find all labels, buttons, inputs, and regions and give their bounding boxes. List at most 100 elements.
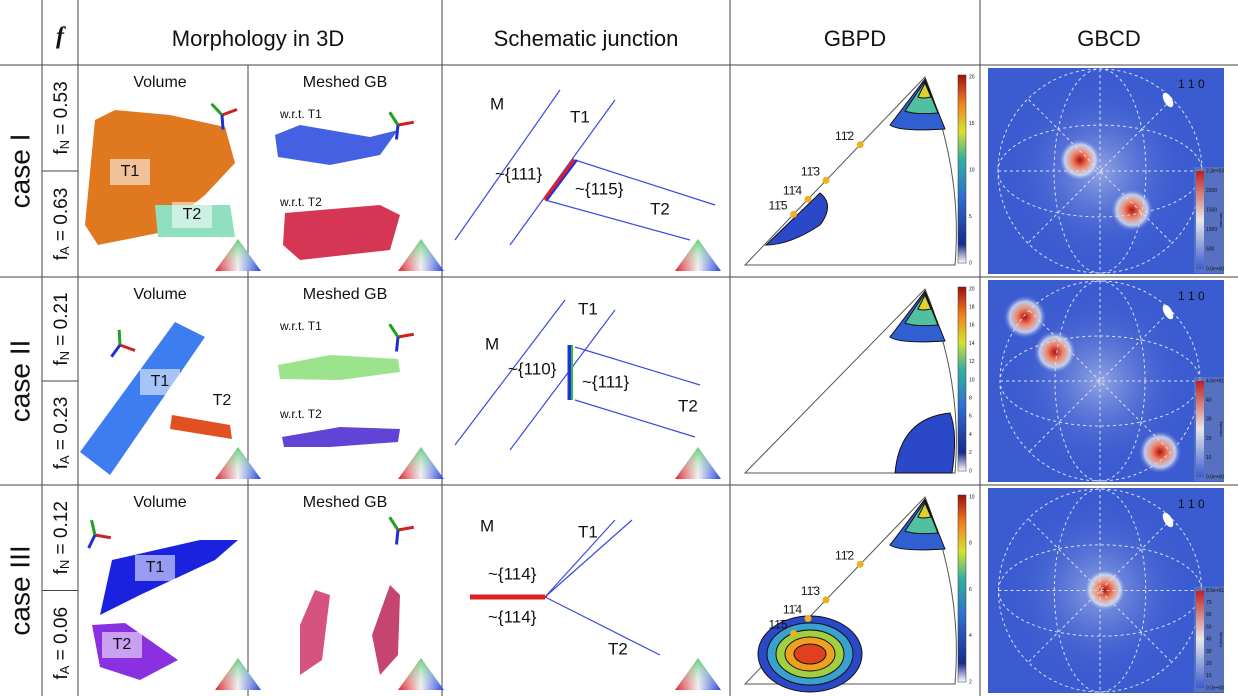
subscript: A (57, 246, 72, 255)
grain (170, 415, 232, 439)
axis (390, 516, 398, 531)
hotspot (1058, 138, 1102, 182)
mesh-grain-boundary (372, 585, 400, 675)
pole-marker (857, 141, 864, 148)
color-key (398, 447, 444, 479)
pole-marker (805, 196, 812, 203)
colorbar-tick: 0.0e+00 (1206, 685, 1224, 691)
fraction-label: fA = 0.06 (51, 607, 72, 680)
mesh-label: w.r.t. T1 (279, 107, 322, 121)
junction (547, 160, 577, 200)
colorbar-tick: 0.0e+00 (1206, 474, 1224, 480)
colorbar-axis-label: Intensity (1218, 632, 1223, 647)
hotspot (1110, 188, 1154, 232)
panel-title: Volume (133, 494, 186, 511)
junction (545, 160, 575, 200)
subscript: N (57, 351, 72, 360)
axis (212, 102, 222, 117)
pole-label: 11̄4 (783, 183, 802, 197)
pole-marker (790, 630, 797, 637)
misorientation-label: 1 1 0 (1178, 289, 1205, 303)
column-header: GBPD (824, 26, 886, 51)
panel-title: Volume (133, 286, 186, 303)
grain-label: T2 (183, 206, 202, 223)
case-label: case II (4, 340, 35, 422)
axis (398, 527, 414, 530)
colorbar (958, 495, 966, 682)
grain-label: T1 (151, 373, 170, 390)
misorientation-label: 1 1 0 (1178, 77, 1205, 91)
axis (390, 111, 398, 126)
subscript: N (57, 560, 72, 569)
axis (114, 330, 124, 345)
grain-label: T2 (113, 636, 132, 653)
colorbar (958, 75, 966, 263)
colorbar-tick: 40 (1206, 637, 1212, 643)
fraction-label: fA = 0.23 (51, 397, 72, 470)
grain (80, 322, 205, 475)
colorbar-axis-label: Intensity (1218, 213, 1223, 228)
colorbar-tick: 18 (969, 305, 975, 311)
colorbar-tick: 70 (1206, 600, 1212, 606)
mesh-grain-boundary (283, 205, 400, 260)
schematic-label: T1 (570, 107, 590, 126)
axis (390, 323, 398, 338)
color-key (675, 447, 721, 479)
axis (222, 110, 237, 115)
fraction-label: fN = 0.12 (51, 501, 72, 574)
pole-label: 11̄4 (783, 603, 802, 617)
colorbar-tick: 6 (969, 414, 972, 420)
colorbar-tick: 4.6e+01 (1206, 378, 1224, 384)
pole-marker (823, 177, 830, 184)
case-label: case III (4, 545, 35, 635)
subscript: N (57, 140, 72, 149)
colorbar-tick: 10 (969, 167, 975, 173)
panel-title: Meshed GB (303, 494, 387, 511)
colorbar-tick: 4 (969, 633, 972, 639)
pole-label: 11̄5 (768, 198, 787, 212)
column-header: Schematic junction (494, 26, 679, 51)
pole-marker (823, 596, 830, 603)
value: = 0.23 (51, 397, 72, 456)
colorbar-tick: 6 (969, 587, 972, 593)
mesh-label: w.r.t. T1 (279, 319, 322, 333)
axis (398, 334, 414, 337)
schematic-label: ~{111} (582, 372, 629, 391)
colorbar-tick: 2000 (1206, 188, 1217, 194)
misorientation-label: 1 1 0 (1178, 497, 1205, 511)
axis (89, 534, 95, 548)
colorbar (1196, 381, 1204, 477)
mesh-grain-boundary (282, 427, 400, 447)
colorbar-tick: 14 (969, 341, 975, 347)
colorbar-tick: 0 (969, 260, 972, 266)
schematic-label: T1 (578, 522, 598, 541)
pole-marker (857, 561, 864, 568)
value: = 0.53 (51, 81, 72, 140)
schematic-label: M (490, 94, 504, 113)
colorbar-axis-label: Intensity (1218, 422, 1223, 437)
hotspot (1033, 330, 1077, 374)
axes-triad (390, 513, 417, 544)
colorbar-tick: 12 (969, 359, 975, 365)
pole-label: 11̄3 (801, 584, 820, 598)
color-key (215, 447, 261, 479)
hotspot (1003, 295, 1047, 339)
value: = 0.21 (51, 292, 72, 351)
subscript: A (57, 665, 72, 674)
panel-title: Meshed GB (303, 74, 387, 91)
column-header: Morphology in 3D (172, 26, 344, 51)
grain-label: T1 (146, 559, 165, 576)
grain-label: T2 (213, 392, 232, 409)
schematic-label: M (480, 516, 494, 535)
axis (120, 345, 135, 350)
schematic-label: T1 (578, 299, 598, 318)
colorbar-tick: 10 (1206, 455, 1212, 461)
fraction-label: fN = 0.21 (51, 292, 72, 365)
pole-label: 11̄2 (835, 548, 854, 562)
contour (794, 644, 826, 664)
pole-label: 11̄2 (835, 129, 854, 143)
colorbar-tick: 4 (969, 432, 972, 438)
value: = 0.06 (51, 607, 72, 666)
axis (394, 337, 400, 351)
pole-marker (790, 211, 797, 218)
